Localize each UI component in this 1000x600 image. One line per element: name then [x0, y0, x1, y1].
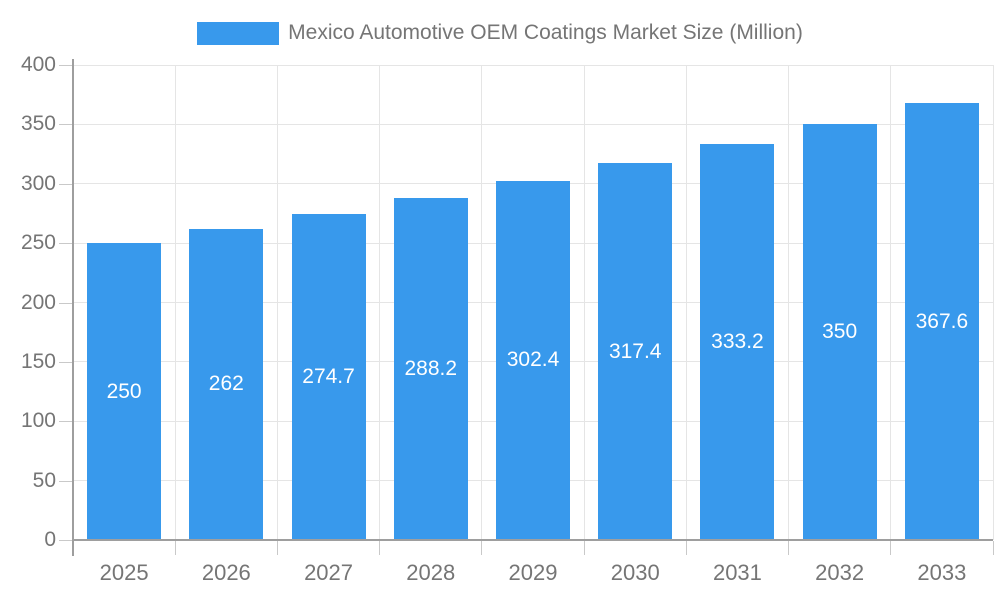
y-axis-tick	[59, 302, 72, 304]
y-axis-tick	[59, 65, 72, 66]
y-axis-label: 150	[20, 349, 56, 373]
x-axis-tick	[583, 541, 585, 555]
x-axis-tick	[685, 541, 687, 555]
y-axis-label: 100	[20, 409, 56, 433]
y-axis-label: 200	[20, 290, 56, 314]
bar-value-label: 262	[208, 372, 244, 396]
x-axis-label: 2031	[712, 560, 762, 585]
plot-area: 250 262 274.7 288.2 302.4 317.4 333.2 350 367.6	[73, 64, 994, 540]
x-axis-tick	[890, 541, 892, 555]
chart-title: Mexico Automotive OEM Coatings Market Si…	[288, 21, 803, 44]
gridline-vertical	[685, 65, 687, 540]
y-axis-tick	[59, 540, 72, 541]
bar-value-label: 288.2	[404, 356, 458, 380]
gridline-vertical	[276, 65, 278, 540]
y-axis-tick	[59, 243, 72, 245]
y-axis-label: 350	[20, 112, 56, 136]
gridline-vertical	[583, 65, 585, 540]
y-axis-line	[72, 59, 74, 556]
legend-swatch	[197, 21, 280, 45]
y-axis-label: 250	[20, 231, 56, 255]
y-axis-tick	[59, 183, 72, 185]
x-axis-label: 2027	[304, 560, 354, 585]
gridline-vertical	[379, 65, 381, 540]
x-axis-tick	[379, 541, 381, 555]
x-axis-label: 2026	[201, 560, 251, 585]
chart-legend[interactable]: Mexico Automotive OEM Coatings Market Si…	[0, 14, 1000, 52]
y-axis-tick	[59, 124, 72, 126]
x-axis-tick	[481, 541, 483, 555]
bar-2032[interactable]: 350	[802, 124, 877, 540]
x-axis-tick	[276, 541, 278, 555]
bar-2027[interactable]: 274.7	[291, 213, 366, 540]
x-axis-line	[72, 539, 993, 541]
gridline-vertical	[174, 65, 176, 540]
bar-value-label: 302.4	[506, 348, 560, 372]
y-axis-tick	[59, 421, 72, 423]
x-axis-label: 2030	[610, 560, 660, 585]
x-axis-tick	[788, 541, 790, 555]
bar-value-label: 317.4	[608, 339, 662, 363]
x-axis-label: 2033	[917, 560, 967, 585]
y-axis-label: 50	[32, 468, 56, 492]
bar-2026[interactable]: 262	[189, 228, 264, 540]
bar-value-label: 274.7	[302, 364, 355, 388]
bar-2028[interactable]: 288.2	[393, 197, 468, 540]
x-axis-tick	[992, 541, 994, 555]
x-axis-label: 2028	[406, 560, 456, 585]
gridline-vertical	[992, 65, 994, 540]
y-axis-tick	[59, 480, 72, 482]
bar-value-label: 333.2	[711, 330, 764, 354]
x-axis-label: 2032	[815, 560, 865, 585]
bar-2029[interactable]: 302.4	[496, 180, 570, 540]
y-axis-label: 400	[20, 53, 56, 76]
y-axis-label: 300	[20, 171, 56, 195]
gridline-horizontal	[73, 64, 993, 66]
bar-2031[interactable]: 333.2	[700, 144, 775, 540]
bar-value-label: 250	[106, 379, 142, 403]
y-axis-label: 0	[44, 528, 56, 551]
x-axis-label: 2025	[99, 560, 149, 585]
bar-value-label: 350	[822, 320, 858, 344]
bar-2025[interactable]: 250	[87, 243, 162, 540]
y-axis-tick	[59, 361, 72, 363]
gridline-vertical	[481, 65, 483, 540]
bar-value-label: 367.6	[915, 309, 969, 333]
x-axis-tick	[174, 541, 176, 555]
x-axis-label: 2029	[508, 560, 558, 585]
gridline-vertical	[890, 65, 892, 540]
gridline-horizontal	[73, 123, 993, 125]
bar-2033[interactable]: 367.6	[904, 103, 979, 540]
gridline-vertical	[788, 65, 790, 540]
bar-2030[interactable]: 317.4	[598, 163, 673, 540]
